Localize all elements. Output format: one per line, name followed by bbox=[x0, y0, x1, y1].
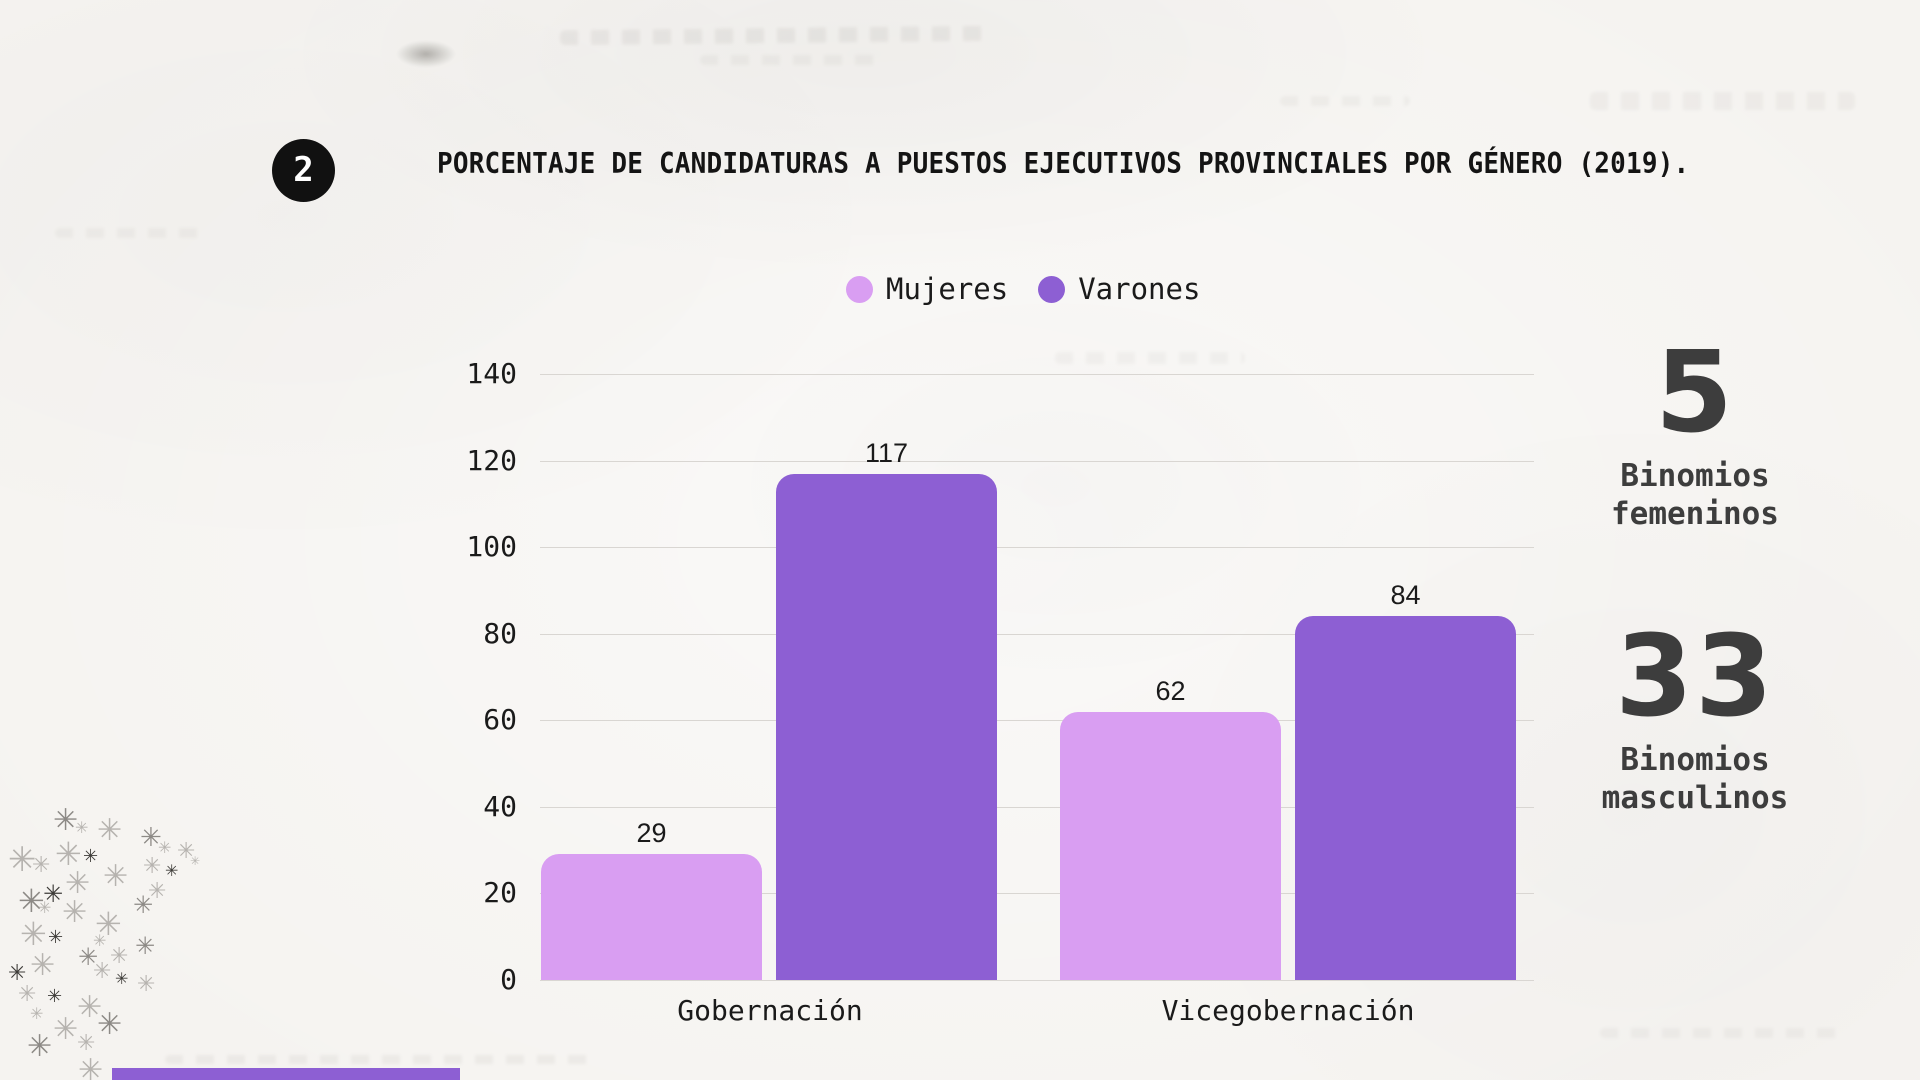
flower-asterisk-icon: ✳︎ bbox=[62, 895, 88, 930]
flower-asterisk-icon: ✳︎ bbox=[158, 838, 172, 857]
flower-asterisk-icon: ✳︎ bbox=[38, 898, 52, 917]
stat-label-line: masculinos bbox=[1601, 780, 1789, 816]
y-axis-tick-label: 60 bbox=[483, 703, 517, 737]
legend-item-varones: Varones bbox=[1038, 272, 1200, 306]
flower-asterisk-icon: ✳︎ bbox=[135, 932, 156, 960]
stat-label-femeninos: Binomios femeninos bbox=[1545, 457, 1845, 533]
flower-asterisk-icon: ✳︎ bbox=[65, 866, 91, 901]
paper-smudge bbox=[559, 25, 991, 46]
gridline bbox=[540, 374, 1534, 375]
x-axis-category-label: Gobernación bbox=[677, 994, 863, 1027]
flower-asterisk-icon: ✳︎ bbox=[177, 839, 196, 864]
bar-value-label: 117 bbox=[864, 437, 909, 468]
slide-number-badge: 2 bbox=[272, 139, 335, 202]
gridline bbox=[540, 893, 1534, 895]
x-axis-category-label: Vicegobernación bbox=[1161, 994, 1415, 1027]
stat-label-line: Binomios bbox=[1620, 458, 1770, 494]
flower-asterisk-icon: ✳︎ bbox=[47, 986, 63, 1007]
varones-color-dot-icon bbox=[1038, 275, 1066, 303]
bar-varones-vicegobernacion bbox=[1295, 616, 1516, 980]
flower-asterisk-icon: ✳︎ bbox=[18, 882, 45, 920]
flower-asterisk-icon: ✳︎ bbox=[93, 931, 107, 950]
gridline bbox=[540, 547, 1534, 549]
paper-smudge bbox=[700, 55, 880, 65]
flower-asterisk-icon: ✳︎ bbox=[43, 880, 64, 908]
stat-label-masculinos: Binomios masculinos bbox=[1545, 741, 1845, 817]
flower-asterisk-icon: ✳︎ bbox=[78, 943, 99, 971]
flower-asterisk-icon: ✳︎ bbox=[140, 823, 162, 853]
flower-asterisk-icon: ✳︎ bbox=[55, 835, 82, 873]
bar-varones-gobernacion bbox=[776, 473, 997, 980]
paper-smudge bbox=[1280, 96, 1410, 106]
flower-asterisk-icon: ✳︎ bbox=[97, 1007, 123, 1042]
y-axis-tick-label: 140 bbox=[466, 357, 517, 390]
gridline bbox=[540, 980, 1534, 981]
flower-asterisk-icon: ✳︎ bbox=[20, 915, 47, 953]
gridline bbox=[540, 720, 1534, 722]
legend-label-mujeres: Mujeres bbox=[886, 272, 1009, 306]
bar-value-label: 62 bbox=[1155, 675, 1186, 706]
bar-mujeres-vicegobernacion bbox=[1060, 711, 1281, 980]
flower-asterisk-icon: ✳︎ bbox=[78, 1053, 104, 1080]
legend-item-mujeres: Mujeres bbox=[846, 272, 1008, 306]
flower-asterisk-icon: ✳︎ bbox=[53, 803, 79, 838]
mujeres-color-dot-icon bbox=[846, 275, 873, 303]
paper-smudge bbox=[1600, 1028, 1840, 1038]
gridline bbox=[540, 806, 1534, 808]
stat-label-line: femeninos bbox=[1611, 496, 1779, 532]
y-axis-tick-label: 120 bbox=[466, 443, 517, 477]
bar-value-label: 84 bbox=[1390, 580, 1421, 611]
gridline bbox=[540, 633, 1534, 635]
flower-asterisk-icon: ✳︎ bbox=[27, 1029, 53, 1064]
flower-asterisk-icon: ✳︎ bbox=[103, 859, 129, 894]
stat-label-line: Binomios bbox=[1620, 742, 1770, 778]
y-axis-tick-label: 0 bbox=[500, 963, 517, 996]
flower-asterisk-icon: ✳︎ bbox=[133, 891, 154, 919]
flower-asterisk-icon: ✳︎ bbox=[30, 948, 56, 983]
paper-smudge bbox=[1055, 352, 1245, 364]
flower-asterisk-icon: ✳︎ bbox=[53, 1012, 79, 1047]
paper-smudge bbox=[165, 1055, 595, 1064]
flower-asterisk-icon: ✳︎ bbox=[83, 846, 99, 867]
flower-asterisk-icon: ✳︎ bbox=[143, 854, 162, 879]
paper-smudge bbox=[1590, 92, 1855, 110]
flower-asterisk-icon: ✳︎ bbox=[48, 927, 64, 948]
flower-asterisk-icon: ✳︎ bbox=[77, 990, 103, 1025]
y-axis-tick-label: 100 bbox=[466, 530, 517, 564]
flower-asterisk-icon: ✳︎ bbox=[137, 972, 156, 997]
stat-binomios-masculinos: 33 Binomios masculinos bbox=[1545, 621, 1845, 817]
flower-asterisk-icon: ✳︎ bbox=[8, 961, 27, 986]
flower-asterisk-icon: ✳︎ bbox=[148, 879, 167, 904]
paper-smudge bbox=[395, 40, 457, 68]
flower-asterisk-icon: ✳︎ bbox=[95, 905, 122, 943]
gridline bbox=[540, 460, 1534, 462]
flower-asterisk-icon: ✳︎ bbox=[30, 1004, 44, 1023]
flower-asterisk-icon: ✳︎ bbox=[93, 959, 112, 984]
flower-asterisk-icon: ✳︎ bbox=[190, 854, 201, 868]
flower-asterisk-icon: ✳︎ bbox=[165, 861, 179, 880]
flower-asterisk-icon: ✳︎ bbox=[110, 944, 129, 969]
flower-asterisk-icon: ✳︎ bbox=[18, 982, 37, 1007]
flower-asterisk-icon: ✳︎ bbox=[97, 813, 123, 848]
chart-legend: Mujeres Varones bbox=[846, 272, 1200, 306]
bar-value-label: 29 bbox=[636, 818, 667, 849]
stat-value-masculinos: 33 bbox=[1615, 612, 1775, 742]
paper-smudge bbox=[55, 228, 205, 238]
stat-value-femeninos: 5 bbox=[1655, 328, 1735, 458]
bar-mujeres-gobernacion bbox=[541, 854, 762, 980]
flower-asterisk-icon: ✳︎ bbox=[32, 853, 51, 878]
y-axis-tick-label: 20 bbox=[483, 876, 517, 910]
flower-asterisk-icon: ✳︎ bbox=[8, 840, 37, 880]
page-title: PORCENTAJE DE CANDIDATURAS A PUESTOS EJE… bbox=[437, 148, 1690, 181]
purple-accent-strip bbox=[112, 1068, 460, 1080]
legend-label-varones: Varones bbox=[1078, 272, 1201, 306]
stat-binomios-femeninos: 5 Binomios femeninos bbox=[1545, 337, 1845, 533]
flower-asterisk-icon: ✳︎ bbox=[77, 1031, 96, 1056]
flower-asterisk-icon: ✳︎ bbox=[75, 818, 89, 837]
y-axis-tick-label: 40 bbox=[483, 789, 517, 823]
y-axis-tick-label: 80 bbox=[483, 616, 517, 650]
flower-asterisk-icon: ✳︎ bbox=[115, 969, 129, 988]
